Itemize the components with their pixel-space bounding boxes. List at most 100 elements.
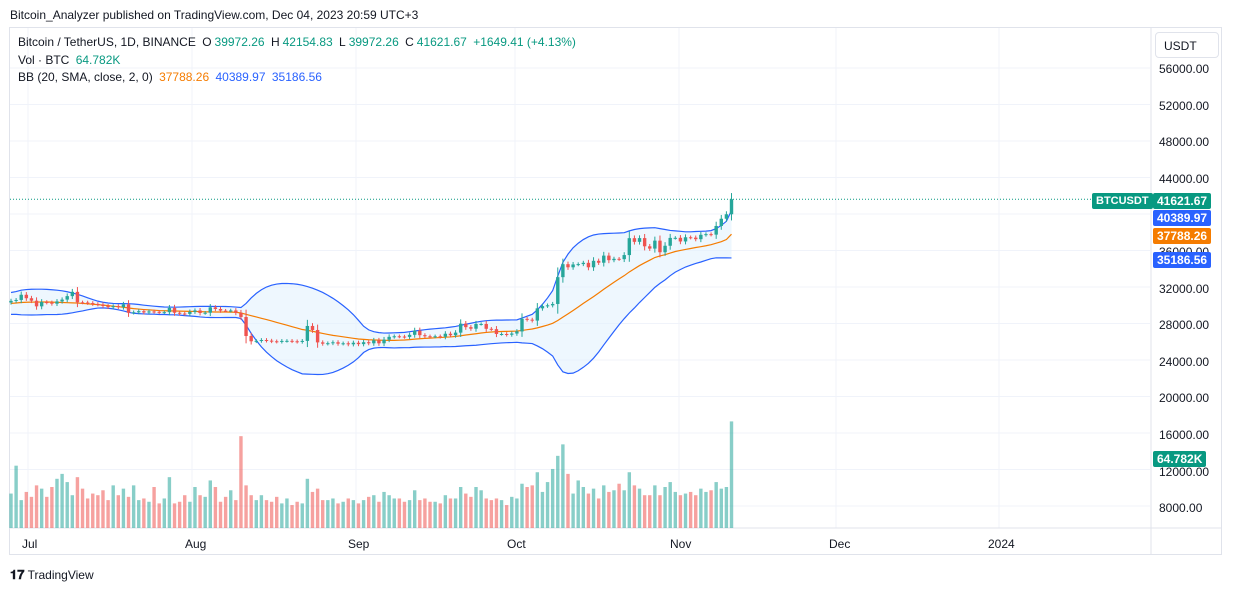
candle-body: [183, 313, 187, 315]
volume-bar: [392, 498, 396, 528]
candle-body: [75, 291, 80, 303]
volume-bar: [418, 500, 422, 528]
last-price-tag: 41621.67: [1153, 193, 1212, 209]
volume-bar: [285, 498, 289, 528]
volume-bar: [24, 491, 29, 528]
volume-bar: [70, 495, 75, 528]
candle-body: [70, 291, 75, 297]
candle-body: [213, 307, 218, 309]
legend-bb: BB (20, SMA, close, 2, 0) 37788.26 40389…: [18, 70, 325, 84]
volume-bar: [724, 487, 729, 528]
bb-lower-tag: 35186.56: [1153, 252, 1212, 268]
candle-body: [34, 300, 39, 307]
volume-bar: [96, 495, 100, 528]
volume-bar: [137, 500, 141, 528]
volume-bar: [321, 500, 325, 528]
chart-frame: [9, 27, 1222, 555]
volume-bar: [688, 491, 693, 528]
candle-body: [249, 336, 253, 342]
legend-symbol[interactable]: Bitcoin / TetherUS, 1D, BINANCE: [18, 35, 196, 49]
volume-bar: [9, 493, 13, 528]
candle-body: [561, 264, 565, 278]
bb-mid-tag: 37788.26: [1153, 228, 1212, 244]
legend-bb-label[interactable]: BB (20, SMA, close, 2, 0): [18, 70, 153, 84]
candle-body: [310, 325, 315, 330]
candle-body: [510, 333, 514, 335]
candle-body: [172, 307, 177, 313]
candle-body: [602, 255, 606, 263]
legend-low-label: L: [339, 35, 346, 49]
candle-body: [535, 308, 540, 321]
volume-bar: [469, 496, 473, 528]
volume-bar: [642, 495, 647, 528]
volume-bar: [326, 500, 330, 528]
candle-body: [14, 299, 18, 301]
candle-body: [96, 303, 100, 305]
volume-bar: [295, 501, 299, 528]
volume-tag: 64.782K: [1153, 451, 1207, 467]
candle-body: [678, 237, 683, 242]
candle-body: [474, 323, 478, 329]
legend-vol-label[interactable]: Vol · BTC: [18, 53, 70, 67]
candle-body: [433, 336, 437, 338]
volume-bar: [382, 491, 386, 528]
volume-bar: [576, 480, 580, 528]
volume-bar: [234, 500, 238, 528]
currency-button[interactable]: USDT: [1155, 32, 1219, 58]
y-tick: 48000.00: [1159, 135, 1210, 149]
candle-body: [699, 234, 703, 240]
candle-body: [60, 299, 64, 302]
candle-body: [198, 310, 202, 314]
candle-body: [704, 234, 708, 236]
y-tick: 44000.00: [1159, 172, 1210, 186]
candle-body: [137, 311, 141, 313]
volume-bar: [254, 500, 258, 528]
legend-close-label: C: [405, 35, 414, 49]
candle-body: [239, 312, 243, 318]
candle-body: [157, 311, 161, 313]
volume-bar: [709, 490, 713, 528]
volume-bar: [678, 495, 683, 528]
candle-body: [269, 340, 274, 342]
volume-bar: [331, 498, 335, 528]
volume-bar: [438, 503, 442, 528]
volume-bar: [699, 488, 703, 528]
volume-bar: [648, 495, 652, 528]
volume-bar: [188, 501, 192, 528]
tradingview-logo[interactable]: 𝟏𝟕 TradingView: [10, 567, 94, 583]
candle-body: [116, 306, 121, 308]
candle-body: [412, 330, 417, 335]
candle-body: [300, 340, 304, 342]
candle-body: [479, 323, 483, 325]
y-tick: 24000.00: [1159, 355, 1210, 369]
volume-bar: [356, 503, 361, 528]
volume-bar: [351, 500, 356, 528]
volume-bar: [172, 503, 177, 528]
x-tick: Jul: [22, 537, 38, 551]
symbol-price-tag: BTCUSDT: [1092, 193, 1153, 209]
volume-bar: [571, 493, 575, 528]
candle-body: [694, 237, 698, 240]
volume-bar: [637, 488, 642, 528]
candle-body: [423, 335, 427, 337]
volume-bar: [566, 473, 570, 528]
volume-bar: [14, 465, 18, 528]
candle-body: [392, 336, 396, 338]
volume-bar: [428, 501, 432, 528]
candle-body: [428, 336, 432, 338]
candle-body: [275, 341, 279, 343]
volume-bar: [407, 500, 412, 528]
volume-bar: [50, 487, 54, 528]
y-tick: 32000.00: [1159, 282, 1210, 296]
volume-bar: [622, 490, 626, 528]
candle-body: [515, 331, 519, 334]
candle-body: [453, 332, 458, 336]
volume-bar: [75, 477, 80, 528]
candle-body: [719, 218, 723, 226]
candle-body: [504, 333, 509, 335]
candle-body: [106, 305, 110, 308]
volume-bar: [198, 495, 202, 528]
volume-bar: [157, 503, 161, 528]
volume-bar: [627, 472, 632, 528]
